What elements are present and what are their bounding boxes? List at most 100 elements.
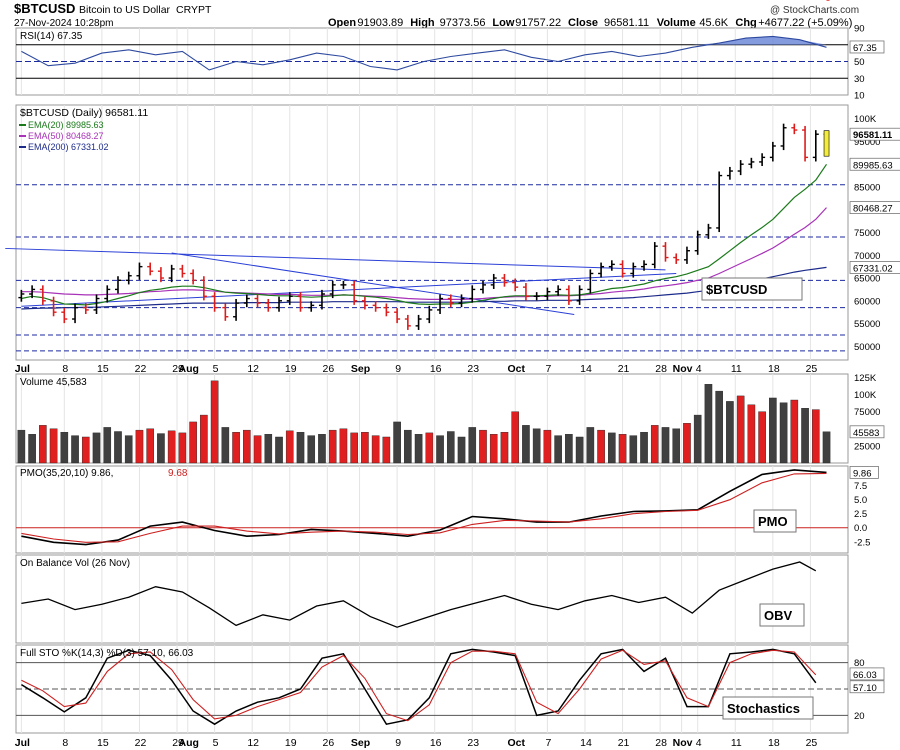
price-last-bar-highlight (823, 130, 830, 157)
volume-bar-2 (39, 425, 47, 464)
ohlc-value-2: 91757.22 (515, 17, 561, 29)
price-label-2: 80468.27 (853, 204, 893, 215)
obv-annotation-box (759, 603, 805, 627)
volume-bar-52 (575, 436, 584, 464)
volume-bar-44 (489, 434, 498, 464)
xaxis-label-0-13: 23 (467, 363, 479, 375)
sto-ytick-2: 20 (854, 711, 865, 722)
volume-current-label-box (849, 425, 885, 439)
volume-bar-10 (124, 435, 133, 464)
pmo-line-1 (21, 472, 827, 543)
sto-current-label-1-box (849, 680, 885, 694)
volume-bar-26 (296, 431, 305, 464)
xaxis-label-0-11: 9 (395, 363, 401, 375)
volume-bar-33 (371, 435, 380, 464)
ohlc-value-4: 45.6K (699, 17, 728, 29)
volume-bar-48 (532, 428, 541, 464)
xaxis-label-0-10: Sep (351, 363, 370, 375)
volume-bar-70 (769, 397, 777, 464)
volume-bar-62 (683, 423, 691, 464)
xaxis-label-0-3: 22 (135, 363, 147, 375)
obv-annotation: OBV (764, 608, 793, 623)
sto-current-label-0: 66.03 (853, 670, 877, 681)
sto-current-label-1: 57.10 (853, 683, 877, 694)
xaxis-label-1-18: 28 (655, 737, 667, 749)
xaxis-label-1-20: 4 (696, 737, 702, 749)
rsi-line (21, 35, 827, 71)
xaxis-label-0-21: 11 (731, 363, 742, 375)
volume-ytick-1: 100K (854, 390, 877, 401)
ohlc-row: Open 91903.89 High 97373.56 Low 91757.22 Close… (328, 17, 852, 29)
ohlc-value-3: 96581.11 (604, 17, 649, 29)
volume-bar-69 (758, 411, 766, 464)
xaxis-label-1-7: 12 (247, 737, 259, 749)
ohlc-label-1: High (410, 17, 435, 29)
price-ytick-6: 70000 (854, 251, 880, 262)
price-annotation-box (701, 277, 803, 301)
rsi-ytick-3: 30 (854, 74, 865, 85)
volume-bar-58 (640, 431, 648, 464)
price-label-1: 89985.63 (853, 160, 893, 171)
volume-bar-29 (328, 429, 337, 464)
volume-bar-15 (178, 432, 187, 464)
symbol-label: $BTCUSD (14, 1, 75, 16)
copyright-label: @ StockCharts.com (770, 5, 859, 16)
xaxis-label-0-23: 25 (806, 363, 818, 375)
volume-bar-42 (468, 427, 477, 464)
volume-bar-75 (822, 431, 831, 464)
volume-bar-39 (436, 435, 444, 464)
price-label-3-box (849, 261, 900, 274)
price-ytick-10: 50000 (854, 342, 880, 353)
xaxis-label-1-9: 26 (322, 737, 334, 749)
price-ytick-9: 55000 (854, 319, 880, 330)
xaxis-label-1-0: Jul (15, 737, 30, 749)
xaxis-label-0-16: 14 (580, 363, 592, 375)
volume-bar-13 (157, 433, 165, 464)
ohlc-value-5: +4677.22 (+5.09%) (758, 17, 852, 29)
volume-ytick-2: 75000 (854, 407, 880, 418)
xaxis-label-1-12: 16 (430, 737, 442, 749)
rsi-current-label-box (849, 40, 885, 54)
price-legend-0: EMA(20) 89985.63 (28, 120, 104, 130)
sto-title: Full STO %K(14,3) %D(3) 57.10, 66.03 (20, 648, 194, 659)
pmo-current-label: 9.86 (853, 468, 872, 479)
xaxis-label-0-14: Oct (507, 363, 525, 375)
volume-bar-28 (318, 434, 326, 464)
ohlc-value-1: 97373.56 (440, 17, 486, 29)
volume-bar-31 (350, 432, 358, 464)
pmo-current-label-box (849, 465, 879, 479)
volume-bar-68 (747, 404, 756, 464)
volume-bar-37 (414, 434, 423, 464)
sto-line-0 (21, 648, 817, 726)
price-ytick-1: 95000 (854, 137, 880, 148)
timestamp-label: 27-Nov-2024 10:28pm (14, 18, 114, 29)
sto-annotation-box (722, 696, 814, 720)
xaxis-label-0-22: 18 (768, 363, 780, 375)
pmo-ytick-2: 5.0 (854, 495, 867, 506)
ohlc-label-3: Close (568, 17, 598, 29)
xaxis-label-0-19: Nov (673, 363, 693, 375)
volume-bar-74 (811, 409, 820, 464)
price-ema50-line (21, 207, 827, 300)
volume-bar-32 (361, 431, 369, 464)
xaxis-label-0-12: 16 (430, 363, 442, 375)
ohlc-label-4: Volume (657, 17, 696, 29)
volume-bar-21 (243, 429, 251, 464)
pmo-ytick-5: -2.5 (854, 537, 870, 548)
volume-bar-50 (554, 435, 562, 464)
volume-bar-65 (715, 390, 723, 464)
price-annotation: $BTCUSD (706, 282, 767, 297)
volume-bar-22 (253, 435, 262, 464)
xaxis-label-0-17: 21 (618, 363, 630, 375)
volume-bar-18 (210, 380, 219, 464)
rsi-current-label: 67.35 (853, 43, 877, 54)
pmo-title: PMO(35,20,10) 9.86, (20, 468, 113, 479)
price-label-0-box (849, 127, 900, 141)
rsi-title: RSI(14) 67.35 (20, 31, 83, 42)
volume-bar-67 (736, 395, 745, 464)
xaxis-label-1-11: 9 (395, 737, 401, 749)
xaxis-label-1-14: Oct (507, 737, 525, 749)
rsi-ytick-0: 90 (854, 24, 865, 35)
xaxis-label-1-2: 15 (97, 737, 109, 749)
